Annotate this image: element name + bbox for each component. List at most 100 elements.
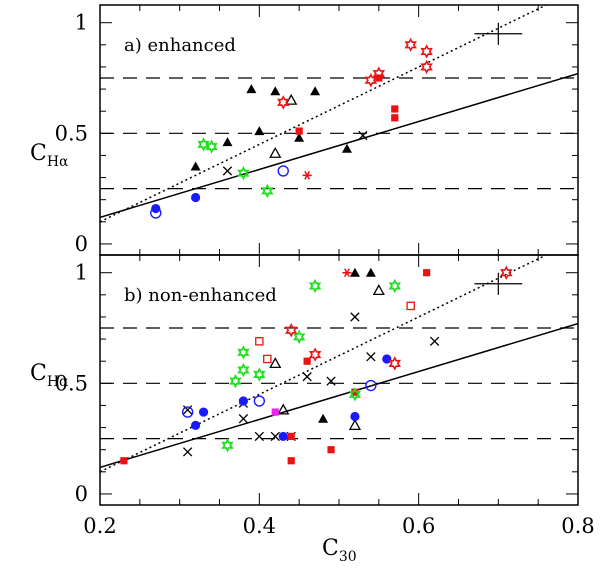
marker-open-triangle (277, 403, 290, 415)
marker-filled-square (327, 446, 335, 454)
plot-area (100, 5, 578, 223)
plot-area (100, 255, 578, 473)
marker-filled-circle (238, 396, 248, 406)
marker-red-star (308, 347, 322, 362)
marker-open-square (255, 337, 264, 346)
marker-filled-circle (198, 407, 209, 417)
marker-filled-square (295, 127, 303, 135)
marker-open-circle (253, 395, 266, 407)
solid-fit-line (100, 72, 578, 219)
x-tick-label: 0.4 (243, 514, 276, 538)
marker-filled-square (120, 457, 128, 465)
marker-cross (366, 352, 376, 362)
marker-green-star (221, 438, 234, 453)
marker-filled-triangle (294, 132, 305, 142)
marker-open-triangle (348, 419, 362, 431)
marker-filled-square (391, 114, 399, 122)
marker-cross (222, 166, 233, 176)
dotted-fit-line (100, 255, 548, 473)
dotted-fit-line (100, 5, 548, 223)
x-axis-label: C30 (322, 536, 357, 565)
marker-green-star (308, 278, 322, 294)
marker-filled-circle (191, 420, 201, 430)
axis-labels: CHα CHα C30 (30, 141, 357, 565)
y-tick-label: 0 (75, 482, 88, 506)
marker-open-circle (181, 406, 194, 418)
marker-filled-square (287, 457, 295, 465)
marker-asterisk (342, 268, 352, 278)
marker-red-star (404, 37, 417, 53)
x-tick-label: 0.6 (402, 514, 435, 538)
marker-filled-triangle (365, 267, 376, 277)
marker-cross (254, 431, 264, 442)
marker-filled-circle (278, 431, 288, 442)
marker-green-star (237, 362, 250, 378)
y-axis-label-top: CHα (30, 141, 69, 170)
marker-filled-triangle (246, 84, 257, 94)
marker-open-triangle (372, 284, 385, 296)
panel-label: a) enhanced (124, 35, 236, 56)
marker-red-star (388, 356, 402, 371)
marker-red-star (420, 59, 433, 75)
marker-cross (270, 431, 280, 442)
marker-filled-triangle (222, 137, 233, 147)
marker-filled-square (391, 105, 399, 113)
marker-filled-triangle (341, 143, 352, 153)
marker-filled-square (287, 432, 295, 441)
x-tick-label: 0.8 (561, 514, 594, 538)
marker-filled-triangle (270, 86, 281, 96)
marker-cross (326, 376, 336, 386)
marker-open-square (406, 301, 415, 311)
marker-filled-circle (350, 411, 360, 422)
marker-cross (182, 447, 193, 457)
marker-green-star (229, 373, 242, 389)
marker-green-star (237, 166, 250, 181)
error-bar-cross (474, 272, 523, 295)
marker-green-star (237, 345, 250, 360)
error-bar-cross (474, 22, 523, 45)
marker-filled-triangle (190, 161, 201, 171)
marker-open-circle (150, 207, 162, 219)
marker-cross (182, 405, 193, 415)
marker-green-star (388, 278, 401, 294)
marker-red-star (276, 95, 290, 110)
marker-filled-circle (382, 354, 392, 364)
marker-cross (350, 312, 360, 322)
marker-cross (358, 130, 368, 141)
marker-asterisk (302, 170, 312, 180)
marker-open-triangle (269, 146, 282, 158)
y-axis-label-bottom: CHα (30, 361, 69, 390)
y-tick-label: 1 (75, 11, 88, 35)
marker-green-star (292, 329, 306, 344)
marker-green-star (197, 137, 210, 152)
marker-open-circle (365, 379, 377, 392)
marker-open-circle (277, 165, 289, 177)
y-tick-label: 0.5 (55, 371, 88, 395)
marker-filled-triangle (349, 267, 360, 277)
marker-red-star (364, 73, 378, 88)
marker-filled-square (423, 269, 431, 277)
marker-filled-square (303, 357, 311, 365)
panel-a-enhanced: 0 0.5 1 a) enhanced (55, 4, 579, 256)
marker-cross (238, 414, 249, 424)
marker-green-star (253, 367, 266, 382)
marker-red-star (372, 66, 386, 81)
y-tick-label: 1 (75, 261, 88, 285)
y-tick-label: 0.5 (55, 121, 88, 145)
panel-label: b) non-enhanced (124, 285, 277, 306)
marker-filled-triangle (254, 126, 265, 136)
marker-red-star (284, 322, 298, 338)
marker-open-square (263, 354, 272, 364)
solid-fit-line (100, 322, 578, 469)
marker-green-star (348, 387, 362, 402)
marker-filled-circle (191, 192, 201, 203)
marker-red-star (420, 44, 433, 59)
marker-red-star (500, 265, 513, 280)
panel-b-non-enhanced: 0 0.5 1 b) non-enhanced (55, 254, 579, 506)
marker-magenta-square (271, 408, 279, 416)
marker-open-triangle (269, 357, 282, 369)
marker-green-star (205, 139, 218, 154)
marker-filled-square (351, 388, 359, 396)
marker-cross (302, 372, 312, 382)
